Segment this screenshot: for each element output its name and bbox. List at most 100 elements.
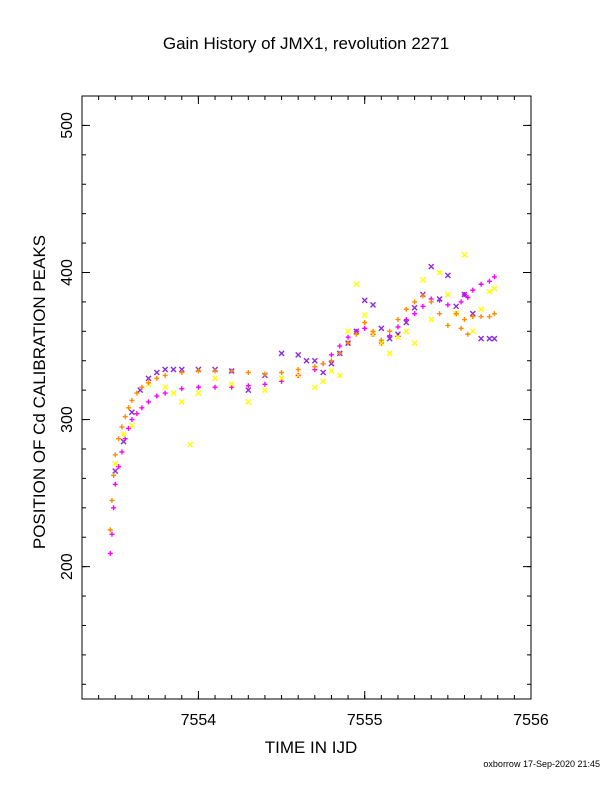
- data-point: [112, 481, 118, 487]
- data-point: [378, 340, 385, 347]
- data-point: [465, 294, 471, 300]
- data-point: [311, 357, 318, 364]
- data-point: [162, 384, 169, 391]
- data-point: [212, 375, 219, 382]
- data-point: [337, 343, 343, 349]
- data-point: [419, 276, 426, 283]
- data-point: [428, 263, 435, 270]
- data-point: [491, 274, 497, 280]
- data-point: [170, 390, 177, 397]
- data-point: [478, 335, 485, 342]
- data-point: [195, 384, 201, 390]
- data-point: [116, 436, 122, 442]
- data-point: [412, 299, 418, 305]
- data-point: [146, 399, 152, 405]
- y-tick-label: 500: [59, 112, 76, 139]
- data-point: [370, 331, 377, 338]
- data-point: [120, 438, 127, 445]
- data-point: [403, 317, 409, 323]
- data-point: [411, 340, 418, 347]
- data-point: [126, 405, 132, 411]
- data-point: [345, 340, 351, 346]
- data-point: [145, 375, 152, 382]
- data-point: [478, 306, 485, 313]
- data-point: [361, 312, 368, 319]
- data-point: [303, 357, 310, 364]
- data-point: [178, 398, 185, 405]
- data-point: [279, 369, 285, 375]
- axis-tick-labels: 7554 7555 7556 200 300 400 500: [59, 112, 549, 729]
- data-point: [353, 281, 360, 288]
- data-point: [228, 381, 235, 388]
- data-point: [278, 350, 285, 357]
- data-point: [353, 331, 359, 337]
- data-point: [295, 372, 302, 379]
- data-point: [245, 398, 252, 405]
- data-point: [162, 366, 169, 373]
- data-point: [445, 302, 451, 308]
- y-tick-label: 200: [59, 553, 76, 580]
- data-point: [465, 331, 471, 337]
- data-point: [470, 287, 476, 293]
- data-point: [361, 297, 368, 304]
- data-point: [328, 368, 335, 375]
- data-point: [320, 378, 327, 385]
- data-point: [295, 351, 302, 358]
- data-point: [436, 295, 443, 302]
- data-point: [458, 325, 464, 331]
- data-point: [109, 497, 115, 503]
- data-point: [120, 431, 127, 438]
- data-point: [353, 328, 360, 335]
- data-point: [411, 304, 418, 311]
- series-3: [107, 293, 497, 533]
- data-point: [187, 441, 194, 448]
- data-point: [320, 361, 326, 367]
- chart-title: Gain History of JMX1, revolution 2271: [162, 34, 450, 53]
- data-point: [119, 424, 125, 430]
- data-point: [107, 550, 113, 556]
- data-point: [154, 375, 160, 381]
- data-point: [320, 369, 327, 376]
- data-point: [444, 272, 451, 279]
- data-point: [386, 350, 393, 357]
- data-point: [486, 335, 493, 342]
- data-point: [386, 335, 393, 342]
- data-point: [458, 299, 464, 305]
- data-point: [445, 322, 451, 328]
- data-point: [469, 310, 476, 317]
- data-point: [394, 334, 401, 341]
- data-point: [154, 393, 160, 399]
- data-point: [128, 409, 135, 416]
- data-point: [461, 317, 467, 323]
- data-point: [112, 468, 119, 475]
- data-point: [437, 311, 443, 317]
- data-point: [107, 527, 113, 533]
- data-point: [378, 337, 384, 343]
- data-point: [245, 387, 252, 394]
- data-point: [170, 366, 177, 373]
- series-1: [112, 263, 498, 475]
- data-point: [436, 269, 443, 276]
- data-point: [337, 350, 343, 356]
- data-point: [395, 317, 401, 323]
- data-point: [491, 285, 498, 292]
- data-point: [261, 387, 268, 394]
- data-point: [486, 288, 493, 295]
- data-point: [403, 319, 410, 326]
- data-point: [129, 417, 135, 423]
- y-tick-label: 400: [59, 259, 76, 286]
- data-point: [403, 306, 409, 312]
- data-point: [111, 472, 117, 478]
- data-point: [129, 397, 135, 403]
- axis-ticks: [81, 95, 532, 699]
- data-point: [116, 464, 122, 470]
- data-point: [387, 333, 393, 339]
- data-point: [453, 303, 460, 310]
- data-point: [195, 368, 201, 374]
- data-point: [139, 405, 145, 411]
- x-axis-label: TIME IN IJD: [264, 738, 358, 757]
- data-point: [428, 299, 434, 305]
- data-point: [139, 384, 145, 390]
- series-0: [107, 274, 497, 556]
